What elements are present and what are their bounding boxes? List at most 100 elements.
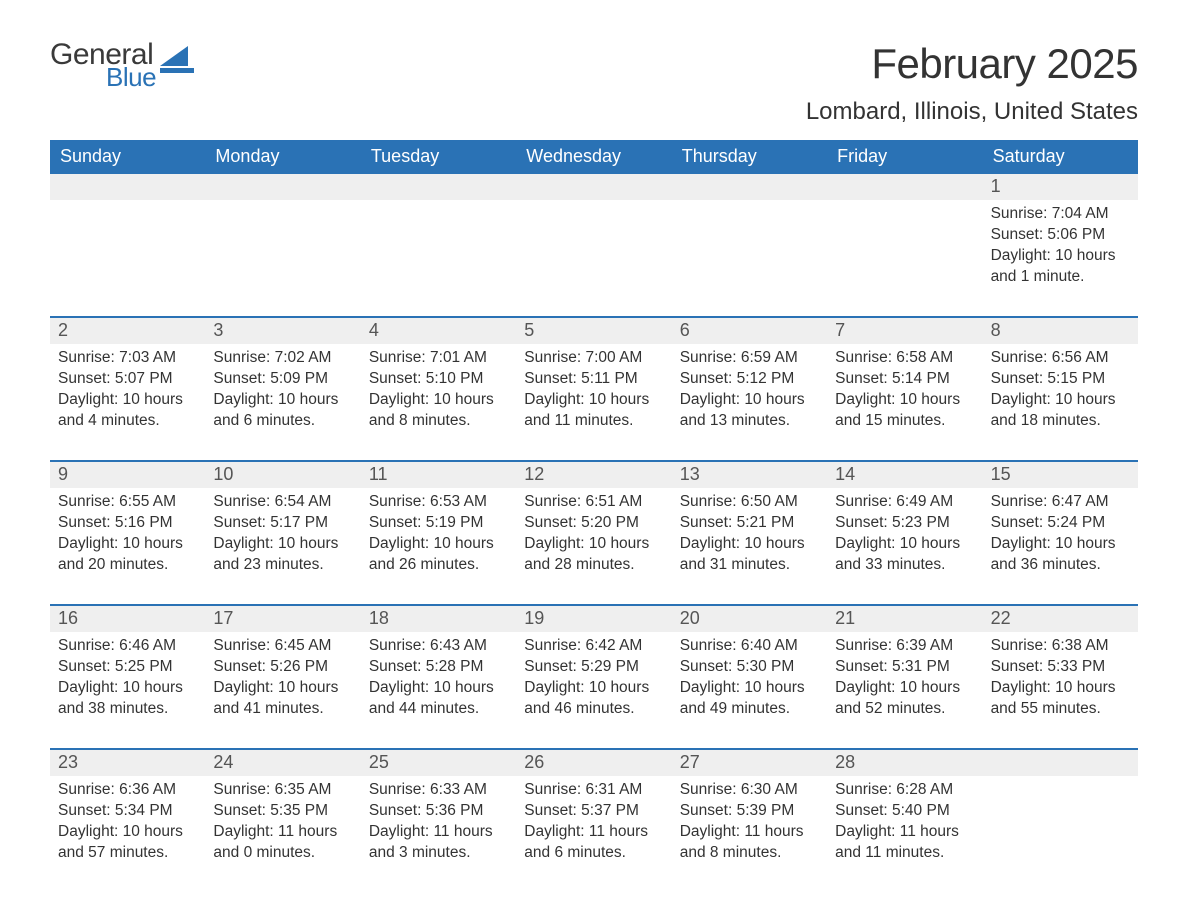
sunrise-text: Sunrise: 6:36 AM — [58, 780, 197, 801]
daylight-text: Daylight: 10 hours and 18 minutes. — [991, 390, 1130, 432]
day-cell: Sunrise: 7:01 AMSunset: 5:10 PMDaylight:… — [361, 344, 516, 436]
sunset-text: Sunset: 5:29 PM — [524, 657, 663, 678]
day-cell — [983, 776, 1138, 868]
weekday-header: Friday — [827, 140, 982, 174]
day-cell: Sunrise: 6:56 AMSunset: 5:15 PMDaylight:… — [983, 344, 1138, 436]
day-cell: Sunrise: 6:50 AMSunset: 5:21 PMDaylight:… — [672, 488, 827, 580]
day-cell — [672, 200, 827, 292]
day-number: 28 — [827, 750, 982, 776]
weekday-header-row: Sunday Monday Tuesday Wednesday Thursday… — [50, 140, 1138, 174]
day-cell: Sunrise: 6:31 AMSunset: 5:37 PMDaylight:… — [516, 776, 671, 868]
weekday-header: Thursday — [672, 140, 827, 174]
sunset-text: Sunset: 5:11 PM — [524, 369, 663, 390]
month-title: February 2025 — [806, 40, 1138, 88]
sunrise-text: Sunrise: 6:35 AM — [213, 780, 352, 801]
day-cell: Sunrise: 6:35 AMSunset: 5:35 PMDaylight:… — [205, 776, 360, 868]
day-cell — [361, 200, 516, 292]
week-row: 1 Sunrise: 7:04 AMSunset: 5:06 PMDayligh… — [50, 174, 1138, 292]
day-number: 7 — [827, 318, 982, 344]
day-number: 17 — [205, 606, 360, 632]
sunset-text: Sunset: 5:20 PM — [524, 513, 663, 534]
day-cell: Sunrise: 6:54 AMSunset: 5:17 PMDaylight:… — [205, 488, 360, 580]
sunrise-text: Sunrise: 7:00 AM — [524, 348, 663, 369]
daylight-text: Daylight: 10 hours and 44 minutes. — [369, 678, 508, 720]
sunset-text: Sunset: 5:23 PM — [835, 513, 974, 534]
day-cell: Sunrise: 6:55 AMSunset: 5:16 PMDaylight:… — [50, 488, 205, 580]
sunset-text: Sunset: 5:39 PM — [680, 801, 819, 822]
day-body-row: Sunrise: 6:46 AMSunset: 5:25 PMDaylight:… — [50, 632, 1138, 724]
day-cell: Sunrise: 7:04 AMSunset: 5:06 PMDaylight:… — [983, 200, 1138, 292]
day-number: 3 — [205, 318, 360, 344]
sunset-text: Sunset: 5:12 PM — [680, 369, 819, 390]
day-cell: Sunrise: 6:53 AMSunset: 5:19 PMDaylight:… — [361, 488, 516, 580]
sunset-text: Sunset: 5:35 PM — [213, 801, 352, 822]
brand-logo: General Blue — [50, 40, 196, 90]
sunrise-text: Sunrise: 6:39 AM — [835, 636, 974, 657]
sunrise-text: Sunrise: 6:28 AM — [835, 780, 974, 801]
week-row: 2 3 4 5 6 7 8 Sunrise: 7:03 AM Sunset: 5:… — [50, 316, 1138, 436]
sunset-text: Sunset: 5:36 PM — [369, 801, 508, 822]
page-header: General Blue February 2025 Lombard, Illi… — [50, 40, 1138, 126]
day-number — [983, 750, 1138, 776]
daylight-text: Daylight: 11 hours and 0 minutes. — [213, 822, 352, 864]
day-cell: Sunrise: 6:43 AMSunset: 5:28 PMDaylight:… — [361, 632, 516, 724]
sunrise-text: Sunrise: 6:42 AM — [524, 636, 663, 657]
day-cell: Sunrise: 6:40 AMSunset: 5:30 PMDaylight:… — [672, 632, 827, 724]
sunset-text: Sunset: 5:28 PM — [369, 657, 508, 678]
daylight-text: Daylight: 10 hours and 20 minutes. — [58, 534, 197, 576]
day-cell: Sunrise: 7:02 AMSunset: 5:09 PMDaylight:… — [205, 344, 360, 436]
sunset-text: Sunset: 5:31 PM — [835, 657, 974, 678]
day-number: 22 — [983, 606, 1138, 632]
daylight-text: Daylight: 10 hours and 31 minutes. — [680, 534, 819, 576]
sunset-text: Sunset: 5:37 PM — [524, 801, 663, 822]
daylight-text: Daylight: 10 hours and 8 minutes. — [369, 390, 508, 432]
week-row: 16 17 18 19 20 21 22 Sunrise: 6:46 AMSun… — [50, 604, 1138, 724]
daylight-text: Daylight: 10 hours and 11 minutes. — [524, 390, 663, 432]
day-cell: Sunrise: 6:28 AMSunset: 5:40 PMDaylight:… — [827, 776, 982, 868]
day-cell: Sunrise: 6:51 AMSunset: 5:20 PMDaylight:… — [516, 488, 671, 580]
daylight-text: Daylight: 11 hours and 6 minutes. — [524, 822, 663, 864]
day-number — [672, 174, 827, 200]
sunrise-text: Sunrise: 7:03 AM — [58, 348, 197, 369]
daylight-text: Daylight: 11 hours and 3 minutes. — [369, 822, 508, 864]
day-number: 13 — [672, 462, 827, 488]
daylight-text: Daylight: 10 hours and 15 minutes. — [835, 390, 974, 432]
day-number: 19 — [516, 606, 671, 632]
day-number: 11 — [361, 462, 516, 488]
weekday-header: Monday — [205, 140, 360, 174]
brand-text: General Blue — [50, 40, 156, 90]
daynum-band: 1 — [50, 174, 1138, 200]
week-row: 9 10 11 12 13 14 15 Sunrise: 6:55 AMSuns… — [50, 460, 1138, 580]
day-cell: Sunrise: 6:58 AMSunset: 5:14 PMDaylight:… — [827, 344, 982, 436]
day-number: 2 — [50, 318, 205, 344]
day-number: 26 — [516, 750, 671, 776]
day-number: 6 — [672, 318, 827, 344]
sunset-text: Sunset: 5:10 PM — [369, 369, 508, 390]
daynum-band: 2 3 4 5 6 7 8 — [50, 318, 1138, 344]
day-number: 14 — [827, 462, 982, 488]
day-number: 10 — [205, 462, 360, 488]
title-block: February 2025 Lombard, Illinois, United … — [806, 40, 1138, 126]
brand-sail-icon — [160, 46, 196, 74]
sunset-text: Sunset: 5:19 PM — [369, 513, 508, 534]
day-number: 20 — [672, 606, 827, 632]
daylight-text: Daylight: 10 hours and 49 minutes. — [680, 678, 819, 720]
day-cell: Sunrise: 6:39 AMSunset: 5:31 PMDaylight:… — [827, 632, 982, 724]
day-cell — [50, 200, 205, 292]
sunrise-text: Sunrise: 6:51 AM — [524, 492, 663, 513]
sunrise-text: Sunrise: 7:01 AM — [369, 348, 508, 369]
calendar-grid: Sunday Monday Tuesday Wednesday Thursday… — [50, 140, 1138, 868]
day-cell: Sunrise: 6:38 AMSunset: 5:33 PMDaylight:… — [983, 632, 1138, 724]
day-number: 12 — [516, 462, 671, 488]
day-cell — [205, 200, 360, 292]
sunset-text: Sunset: 5:30 PM — [680, 657, 819, 678]
brand-word2: Blue — [106, 64, 156, 90]
daylight-text: Daylight: 10 hours and 4 minutes. — [58, 390, 197, 432]
day-number: 21 — [827, 606, 982, 632]
day-number: 8 — [983, 318, 1138, 344]
sunrise-text: Sunrise: 6:43 AM — [369, 636, 508, 657]
day-body-row: Sunrise: 6:55 AMSunset: 5:16 PMDaylight:… — [50, 488, 1138, 580]
day-number: 18 — [361, 606, 516, 632]
day-number: 1 — [983, 174, 1138, 200]
sunrise-text: Sunrise: 6:33 AM — [369, 780, 508, 801]
